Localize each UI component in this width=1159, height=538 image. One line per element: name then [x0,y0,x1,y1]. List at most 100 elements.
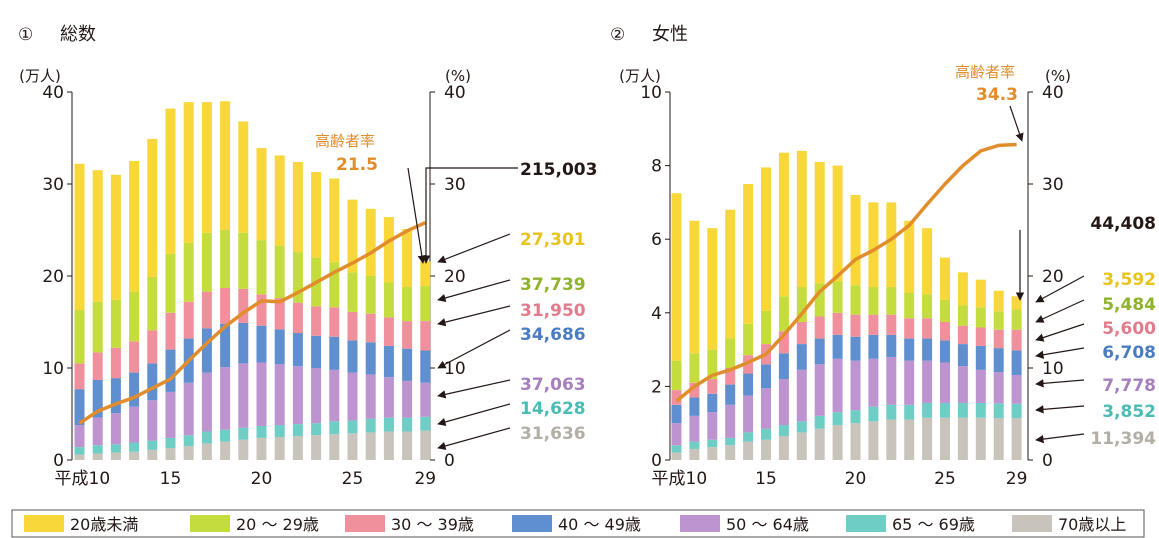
bar-segment [922,417,933,460]
bar-segment [975,307,986,328]
chart-title: 総数 [60,24,96,45]
rate-line-arrow [1009,105,1024,142]
rate-line [78,221,427,425]
bar-segment [311,423,322,436]
bar-segment [110,174,121,300]
bar-segment [743,323,754,356]
legend-label: 40 ～ 49歳 [558,515,641,534]
bar-segment [292,302,303,334]
rate-line-arrow [407,167,426,264]
bar-segment [850,360,861,411]
bar-segment [1011,309,1022,330]
bar-segment [814,161,825,284]
annotation-arrow [437,379,511,399]
bar-segment [238,322,249,364]
annotation-arrow [437,279,511,303]
bar-segment [92,417,103,446]
bar-segment [183,301,194,339]
bar-segment [92,352,103,380]
bar-segment [274,437,285,460]
bar-segment [74,163,85,311]
bar-segment [347,199,358,273]
right-tick-label: 30 [1042,175,1064,195]
bar-segment [725,209,736,339]
legend-item: 70歳以上 [1012,515,1126,534]
legend-item: 20歳未満 [24,515,138,534]
bar-segment [814,415,825,429]
legend-label: 20 ～ 29歳 [236,515,319,534]
bar-segment [832,334,843,359]
bar-segment [365,208,376,276]
legend-label: 65 ～ 69歳 [892,515,975,534]
bar-segment [165,437,176,449]
bar-segment [220,287,231,324]
right-tick-label: 10 [1042,359,1064,379]
bar-segment [778,425,789,437]
chart-panel-2: ② 女性 (万人) (%) 0 2 4 6 8 10 0 10 20 30 40 平成10 15 20 25 29 高齢… [610,24,1156,489]
bar-segment [365,276,376,314]
bar-segment [311,435,322,460]
bar-segment [832,412,843,426]
right-tick-label: 0 [1042,451,1053,471]
bar-segment [832,358,843,413]
annotation-label: 11,394 [1090,429,1156,449]
rate-line [675,142,1017,403]
bar-segment [850,336,861,361]
annotation-arrow [1035,275,1085,303]
bar-segment [147,330,158,364]
bar-segment [201,328,212,373]
bar-segment [993,348,1004,373]
bar-segment [238,232,249,289]
bar-segment [796,150,807,288]
bar-segment [778,331,789,354]
left-tick-label: 40 [42,83,64,103]
bar-segment [274,298,285,330]
bar-segment [1011,374,1022,404]
bar-segment [165,391,176,438]
annotation-label: 37,739 [520,275,586,295]
bar-segment [220,441,231,460]
bar-segment [814,283,825,317]
bar-segment [238,439,249,460]
rate-line-value: 34.3 [976,85,1018,105]
bar-segment [329,336,340,370]
bar-segment [74,454,85,460]
bar-segment [420,350,431,383]
legend: 20歳未満 20 ～ 29歳 30 ～ 39歳 40 ～ 49歳 50 ～ 64歳 65 … [11,509,1145,538]
annotation-label: 3,852 [1102,402,1156,422]
bar-segment [940,322,950,341]
bar-segment [725,338,736,368]
bar-segment [886,404,897,420]
bar-segment [311,306,322,336]
bar-segment [993,290,1004,312]
bar-segment [311,368,322,424]
bar-segment [886,202,897,288]
x-tick-label: 29 [414,469,436,489]
bar-segment [402,431,413,460]
bar-segment [814,428,825,460]
annotation-arrow [1035,299,1085,323]
bar-segment [147,440,158,450]
bar-segment [92,379,103,418]
bar-segment [292,424,303,437]
bar-segment [743,373,754,396]
bar-segment [922,318,933,339]
bar-segment [743,395,754,433]
bar-segment [689,382,700,398]
bar-segment [92,453,103,460]
bar-segment [256,240,267,295]
bar-segment [922,294,933,319]
bar-segment [402,287,413,322]
x-tick-label: 平成10 [652,469,708,489]
bar-segment [743,432,754,442]
bar-segment [110,299,121,348]
bar-segment [940,417,950,460]
bar-segment [74,447,85,455]
annotation-label: 34,686 [520,325,586,345]
bar-segment [975,417,986,460]
bar-segment [256,425,267,438]
rate-line-value: 21.5 [336,155,378,175]
annotation-label: 31,950 [520,301,586,321]
legend-label: 70歳以上 [1058,515,1126,534]
bar-segment [129,341,140,373]
